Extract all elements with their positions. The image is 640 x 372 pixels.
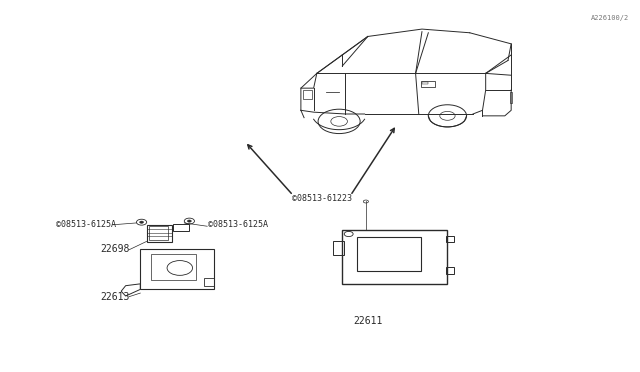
Bar <box>333 241 344 256</box>
Text: 22613: 22613 <box>100 292 129 302</box>
Bar <box>357 237 420 271</box>
Bar <box>446 236 454 243</box>
Bar <box>173 224 189 231</box>
Bar <box>140 249 214 289</box>
Bar <box>151 254 196 280</box>
Bar <box>204 278 214 286</box>
Text: ©08513-61223: ©08513-61223 <box>292 195 352 203</box>
Bar <box>446 267 454 274</box>
Text: A226100/2: A226100/2 <box>591 15 629 22</box>
Bar <box>422 81 428 84</box>
Bar <box>303 90 312 99</box>
Text: 22698: 22698 <box>100 244 129 254</box>
Text: 22611: 22611 <box>353 316 383 326</box>
Bar <box>342 230 447 284</box>
Text: ©08513-6125A: ©08513-6125A <box>209 220 269 229</box>
Circle shape <box>140 221 143 223</box>
Bar <box>420 81 435 87</box>
Bar <box>149 226 168 240</box>
Circle shape <box>188 220 191 222</box>
Bar <box>510 92 513 103</box>
Text: ©08513-6125A: ©08513-6125A <box>56 220 116 229</box>
Bar <box>147 225 172 243</box>
